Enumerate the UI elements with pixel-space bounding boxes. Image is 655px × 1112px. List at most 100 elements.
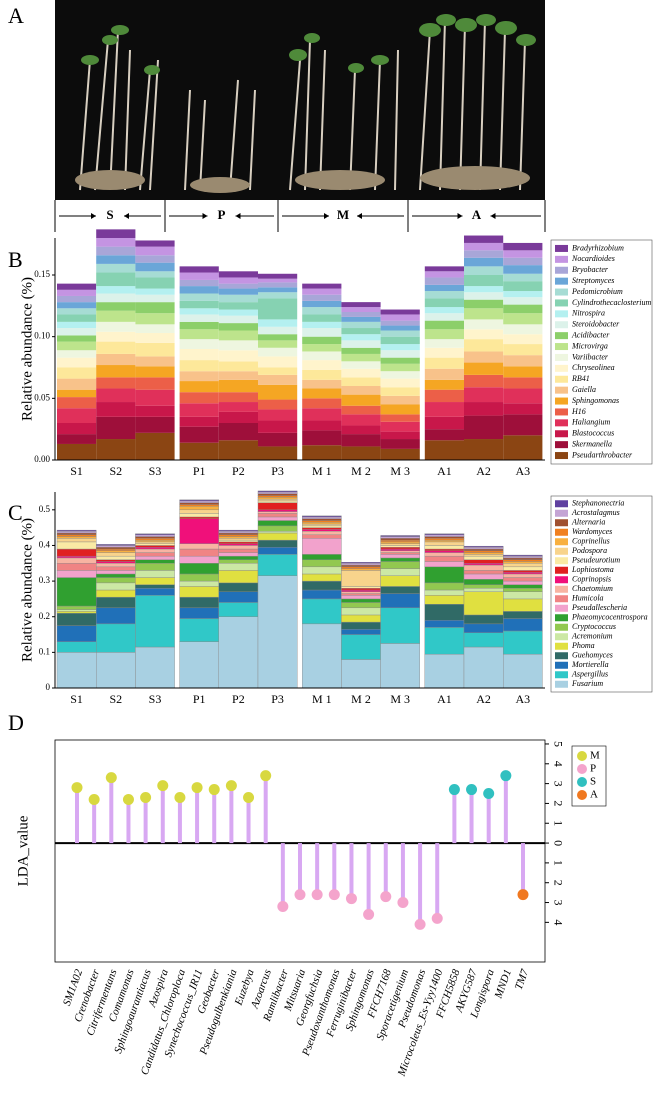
bar-segment xyxy=(341,564,381,568)
bar-segment xyxy=(302,283,342,289)
legend-swatch xyxy=(555,519,568,527)
bar-segment xyxy=(179,416,219,427)
bar-segment xyxy=(503,414,543,436)
y-tick-label: 0 xyxy=(46,682,51,692)
x-tick-label: A3 xyxy=(515,692,530,706)
bar-segment xyxy=(424,539,465,543)
bar-segment xyxy=(503,611,543,619)
bar-segment xyxy=(341,598,381,603)
bar-segment xyxy=(424,379,464,390)
bar-segment xyxy=(424,653,465,689)
bar-segment xyxy=(380,336,420,345)
bar-segment xyxy=(302,598,342,625)
bar-segment xyxy=(57,283,97,290)
bar-segment xyxy=(424,339,464,348)
bar-segment xyxy=(218,323,258,331)
y-tick-label: 1 xyxy=(551,860,565,866)
y-axis-label: LDA_value xyxy=(15,815,31,886)
x-tick-label: P3 xyxy=(271,692,284,706)
x-tick-label: A1 xyxy=(437,464,452,478)
bar-segment xyxy=(380,539,421,543)
bar-segment xyxy=(463,564,504,571)
bar-segment xyxy=(424,389,464,403)
bar-segment xyxy=(179,329,219,340)
bar-segment xyxy=(135,536,175,539)
legend-label: P xyxy=(590,763,596,775)
bar-segment xyxy=(96,341,136,354)
legend-label: Cryptococcus xyxy=(572,622,616,631)
y-tick-label: 0.10 xyxy=(34,331,50,341)
bar-segment xyxy=(302,531,342,535)
bar-segment xyxy=(57,434,97,444)
bar-segment xyxy=(218,570,259,584)
bar-segment xyxy=(56,641,97,653)
bar-segment xyxy=(503,584,543,589)
x-tick-label: P2 xyxy=(232,464,245,478)
bar-segment xyxy=(179,516,220,519)
bar-segment xyxy=(135,595,175,648)
bar-segment xyxy=(463,632,504,648)
bar-segment xyxy=(218,379,258,393)
bar-segment xyxy=(179,500,220,503)
bar-segment xyxy=(341,334,381,341)
bar-segment xyxy=(257,554,298,576)
bar-segment xyxy=(424,284,464,292)
bar-segment xyxy=(380,643,421,689)
bar-segment xyxy=(463,554,504,557)
bar-segment xyxy=(424,595,465,605)
bar-segment xyxy=(179,403,219,417)
bar-segment xyxy=(135,262,175,272)
bar-segment xyxy=(341,607,381,616)
bar-segment xyxy=(503,598,543,612)
legend-swatch xyxy=(555,277,568,285)
bar-segment xyxy=(96,293,136,303)
bar-segment xyxy=(302,525,342,528)
bar-segment xyxy=(257,547,298,555)
bar-segment xyxy=(302,294,342,301)
bar-segment xyxy=(503,324,543,335)
bar-segment xyxy=(503,554,543,557)
bar-segment xyxy=(463,584,504,589)
bar-segment xyxy=(218,402,258,412)
bar-segment xyxy=(463,552,504,555)
bar-segment xyxy=(464,257,504,267)
bar-segment xyxy=(57,335,97,342)
bar-segment xyxy=(258,292,298,299)
legend-label: Chryseolinea xyxy=(572,363,615,372)
lollipop-dot xyxy=(431,912,443,924)
bar-segment xyxy=(179,513,220,518)
bar-segment xyxy=(503,366,543,378)
bar-segment xyxy=(503,344,543,356)
legend-swatch xyxy=(555,288,568,296)
bar-segment xyxy=(95,623,136,653)
y-tick-label: 2 xyxy=(551,800,565,806)
bar-segment xyxy=(135,313,175,325)
legend-label: Nitrospira xyxy=(571,309,605,318)
y-axis-label: Relative abundance (%) xyxy=(19,518,35,662)
bar-segment xyxy=(56,557,97,564)
bar-segment xyxy=(179,596,220,609)
bar-segment xyxy=(179,607,220,619)
bar-segment xyxy=(341,377,381,386)
bar-segment xyxy=(57,397,97,409)
bar-segment xyxy=(218,294,258,303)
bar-segment xyxy=(464,402,504,416)
x-tick-label: S3 xyxy=(149,692,162,706)
bar-segment xyxy=(424,545,465,550)
bar-segment xyxy=(57,308,97,315)
bar-segment xyxy=(57,408,97,423)
legend-swatch xyxy=(555,623,568,631)
bar-segment xyxy=(218,563,259,571)
bar-segment xyxy=(464,351,504,363)
y-tick-label: 0.15 xyxy=(34,269,50,279)
bar-segment xyxy=(96,310,136,322)
bar-segment xyxy=(258,420,298,433)
bar-segment xyxy=(257,490,298,493)
bar-segment xyxy=(503,304,543,314)
legend-swatch xyxy=(555,671,568,679)
legend-label: RB41 xyxy=(571,374,590,383)
bar-segment xyxy=(464,329,504,340)
y-tick-label: 0 xyxy=(551,840,565,846)
bar-segment xyxy=(503,630,543,655)
bar-segment xyxy=(424,357,464,369)
